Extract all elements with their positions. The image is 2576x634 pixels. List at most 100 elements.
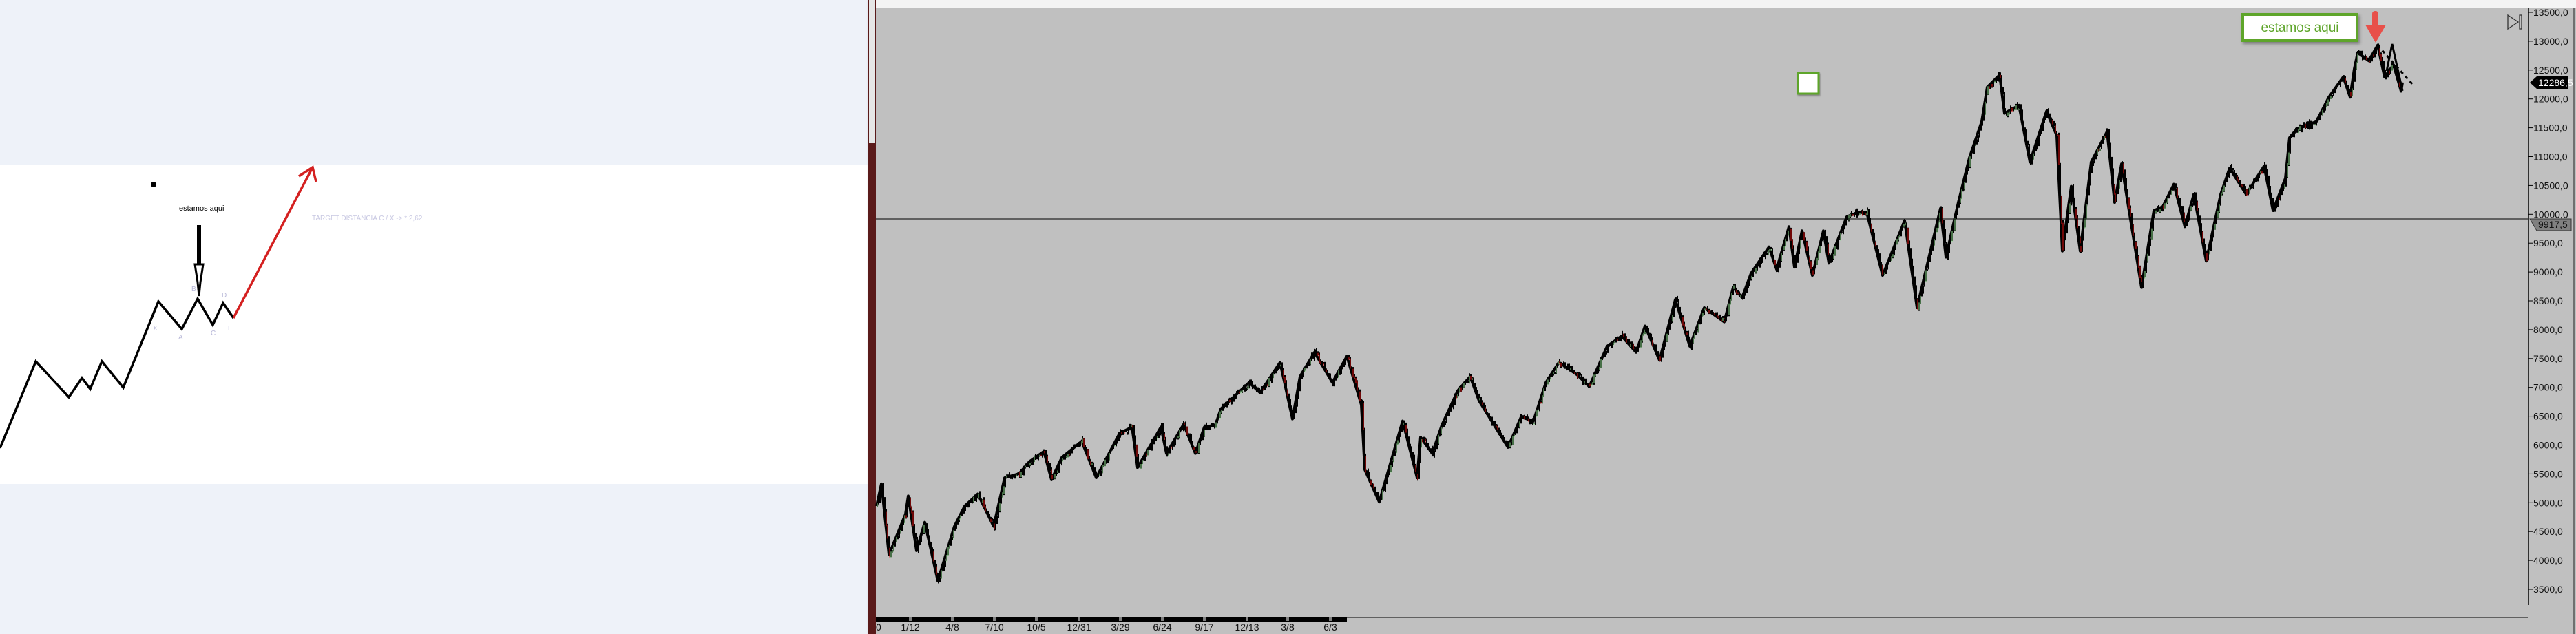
price-bar (1685, 326, 1686, 334)
y-tick-label: 5000,0 (2533, 497, 2563, 508)
price-bar (2340, 79, 2341, 87)
price-bar (1965, 171, 1967, 183)
price-bar (1358, 387, 1359, 393)
price-bars (875, 43, 2404, 584)
price-bar (1106, 459, 1107, 464)
callout-box[interactable]: estamos aqui (2241, 13, 2358, 42)
price-bar (2044, 119, 2045, 123)
price-bar (1571, 366, 1573, 372)
price-bar (2178, 195, 2179, 202)
price-bar (1144, 453, 1146, 461)
price-bar (1932, 244, 1934, 251)
price-bar (2337, 83, 2338, 87)
price-bar (1851, 211, 1852, 216)
price-bar (1575, 372, 1577, 376)
jump-to-end-icon[interactable] (2507, 14, 2522, 30)
price-bar (1910, 248, 1912, 263)
price-bar (1228, 398, 1229, 405)
price-bar (2338, 83, 2340, 85)
price-bar (2365, 54, 2366, 59)
price-bar (1056, 469, 1057, 476)
target-note: TARGET DISTANCIA C / X -> * 2,62 (312, 215, 423, 222)
price-bar (1765, 254, 1766, 260)
price-bar (1257, 387, 1259, 392)
price-bar (2102, 136, 2104, 144)
price-bar (957, 518, 959, 525)
price-bar (2265, 164, 2267, 173)
price-bar (1569, 363, 1570, 372)
price-bar (2002, 87, 2004, 95)
price-bar (2192, 203, 2193, 207)
trend-dashed-line[interactable] (2376, 44, 2415, 87)
empty-note-box[interactable] (1797, 72, 1820, 95)
price-bar (1879, 253, 1881, 265)
y-tick-label: 10000,0 (2533, 209, 2568, 220)
price-bar (2228, 173, 2229, 178)
price-bar (1299, 381, 1301, 392)
price-bar (1993, 80, 1994, 87)
price-bar (2274, 206, 2276, 212)
svg-text:9917,5: 9917,5 (2538, 219, 2568, 230)
price-bar (2034, 149, 2035, 156)
panel-splitter[interactable] (868, 0, 876, 634)
price-bar (2376, 44, 2377, 54)
price-bar (1389, 469, 1390, 476)
price-bar (1094, 467, 1096, 476)
price-bar (1615, 337, 1617, 343)
price-bar (2106, 128, 2108, 138)
price-bar (2394, 65, 2395, 70)
price-bar (2253, 178, 2254, 189)
price-bar (2006, 112, 2007, 116)
price-bar (1727, 312, 1728, 317)
price-bar (1946, 242, 1947, 259)
price-bar (945, 560, 946, 567)
price-bar (1456, 393, 1457, 398)
price-bar (2198, 208, 2199, 219)
price-bar (1957, 207, 1958, 215)
price-bar (1404, 420, 1405, 427)
price-bar (1412, 452, 1414, 458)
price-bar (2321, 112, 2322, 116)
price-bar (1176, 435, 1177, 439)
price-bar (1031, 462, 1032, 465)
price-bar (2088, 180, 2090, 196)
price-bar (921, 531, 922, 542)
price-bar (1822, 235, 1823, 241)
price-bar (1916, 285, 1917, 302)
price-bar (1312, 354, 1314, 359)
price-bar (2195, 192, 2197, 204)
price-bar (1211, 423, 1213, 427)
price-bar (1746, 282, 1748, 293)
price-bar (2110, 142, 2111, 161)
price-bar (1327, 370, 1328, 376)
price-bar (1200, 440, 1201, 445)
price-bar (1801, 235, 1803, 240)
price-bar (1664, 343, 1665, 350)
splitter-scroll-thumb[interactable] (869, 0, 875, 143)
price-bar (897, 535, 899, 540)
wave-label-e: E (228, 325, 233, 332)
price-bar (1562, 363, 1563, 366)
price-bar (1255, 384, 1256, 390)
price-bar (1739, 291, 1740, 297)
price-bar (1707, 306, 1708, 313)
price-bar (1169, 446, 1171, 454)
price-bar (1766, 252, 1768, 255)
price-bar (1010, 475, 1012, 479)
date-axis-bar[interactable] (876, 617, 1347, 622)
price-bar (1902, 223, 1903, 231)
price-bar (1151, 439, 1153, 451)
y-tick-label: 10500,0 (2533, 180, 2568, 191)
price-bar (1582, 376, 1584, 385)
price-bar (1027, 463, 1029, 467)
price-bar (1516, 425, 1518, 434)
price-bar (1172, 442, 1173, 450)
price-bar (2232, 168, 2234, 171)
price-bar (2172, 184, 2174, 191)
price-bar (2259, 171, 2260, 178)
price-bar (2150, 238, 2151, 246)
price-bar (1192, 441, 1193, 448)
drawn-lines[interactable] (2385, 43, 2404, 92)
price-bar (1107, 457, 1109, 463)
